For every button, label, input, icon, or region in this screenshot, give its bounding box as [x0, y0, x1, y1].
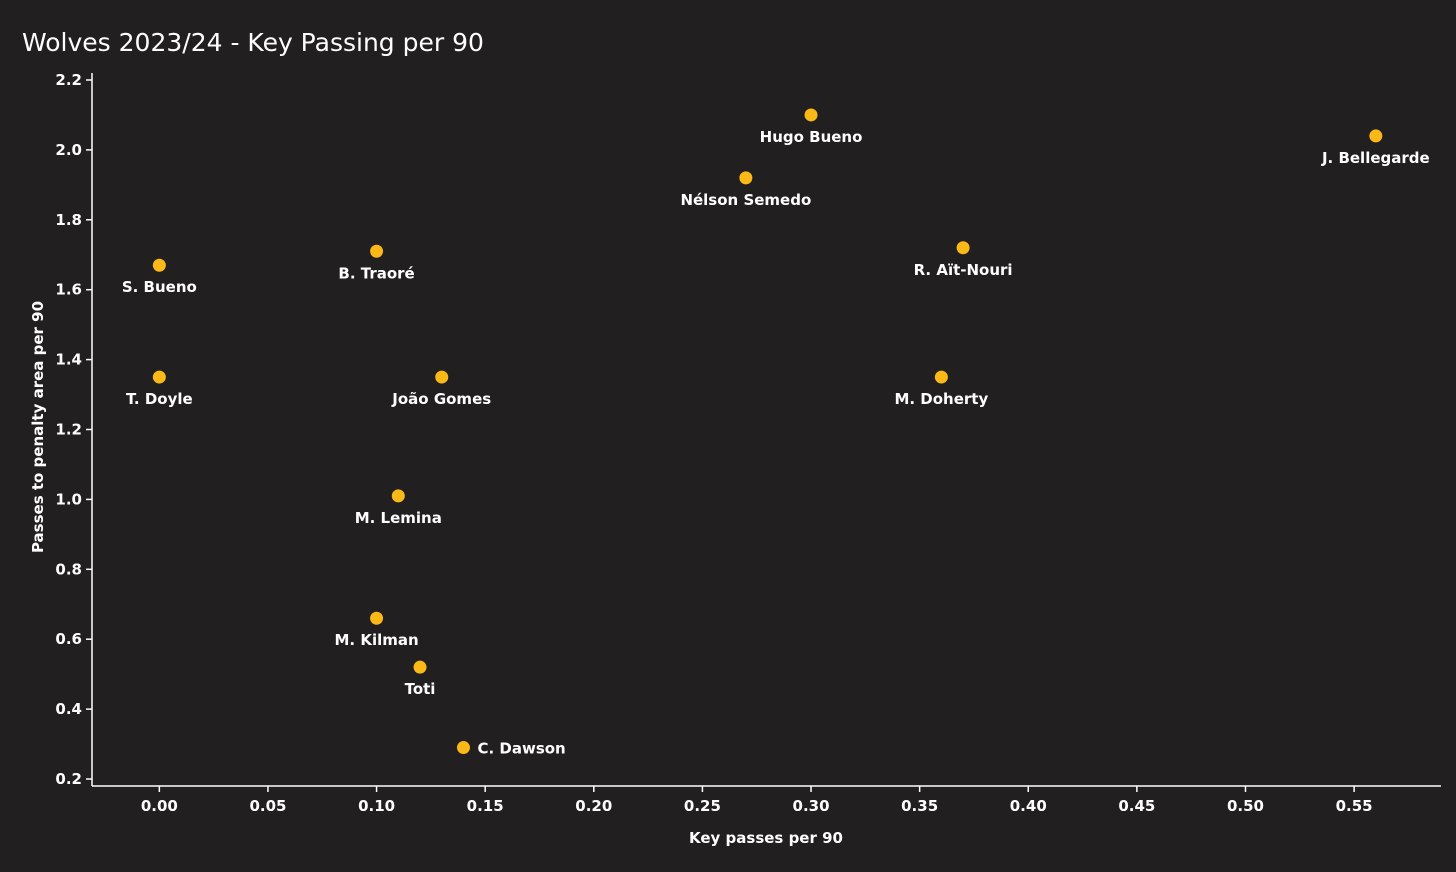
- x-tick-label: 0.30: [793, 797, 830, 815]
- scatter-point: [435, 370, 449, 384]
- scatter-point: [152, 370, 166, 384]
- scatter-point: [804, 108, 818, 122]
- y-tick-label: 1.0: [55, 490, 82, 508]
- point-label: Toti: [405, 680, 436, 698]
- point-label: M. Doherty: [894, 390, 988, 408]
- x-tick-label: 0.10: [358, 797, 395, 815]
- y-tick-label: 0.2: [55, 770, 82, 788]
- scatter-point: [391, 489, 405, 503]
- x-tick-label: 0.35: [901, 797, 938, 815]
- scatter-point: [413, 660, 427, 674]
- x-tick-label: 0.50: [1227, 797, 1264, 815]
- y-tick-label: 2.0: [55, 141, 82, 159]
- scatter-point: [152, 258, 166, 272]
- x-axis-title: Key passes per 90: [689, 829, 843, 847]
- scatter-point: [956, 241, 970, 255]
- point-label: C. Dawson: [477, 740, 565, 758]
- y-tick-label: 1.2: [55, 421, 82, 439]
- x-tick-label: 0.05: [249, 797, 286, 815]
- y-tick-label: 1.6: [55, 281, 82, 299]
- point-label: R. Aït-Nouri: [914, 261, 1013, 279]
- scatter-point: [739, 171, 753, 185]
- scatter-point: [934, 370, 948, 384]
- y-tick-label: 0.6: [55, 630, 82, 648]
- point-label: M. Kilman: [334, 631, 418, 649]
- x-tick-label: 0.40: [1010, 797, 1047, 815]
- y-tick-label: 0.4: [55, 700, 82, 718]
- x-tick-label: 0.15: [467, 797, 504, 815]
- point-label: Hugo Bueno: [760, 128, 863, 146]
- x-tick-label: 0.00: [141, 797, 178, 815]
- x-tick-label: 0.45: [1118, 797, 1155, 815]
- point-label: Nélson Semedo: [680, 191, 811, 209]
- y-tick-label: 1.4: [55, 351, 82, 369]
- point-label: B. Traoré: [338, 264, 414, 282]
- x-tick-label: 0.55: [1336, 797, 1373, 815]
- point-label: S. Bueno: [122, 278, 197, 296]
- y-ticks: 0.2 0.4 0.6 0.8 1.0 1.2 1.4 1.6 1.8 2.0 2.2: [55, 71, 92, 788]
- scatter-point: [456, 741, 470, 755]
- y-axis-title: Passes to penalty area per 90: [29, 301, 47, 553]
- y-tick-label: 0.8: [55, 560, 82, 578]
- point-label: J. Bellegarde: [1321, 149, 1430, 167]
- x-tick-label: 0.25: [684, 797, 721, 815]
- y-tick-label: 2.2: [55, 71, 82, 89]
- scatter-point: [1369, 129, 1383, 143]
- chart-title: Wolves 2023/24 - Key Passing per 90: [22, 28, 484, 57]
- y-tick-label: 1.8: [55, 211, 82, 229]
- point-label: T. Doyle: [126, 390, 193, 408]
- x-ticks: 0.00 0.05 0.10 0.15 0.20 0.25 0.30 0.35 0.40 0.45…: [141, 786, 1373, 815]
- data-points: Hugo Bueno J. Bellegarde Nélson Semedo R. A…: [122, 108, 1430, 758]
- point-label: João Gomes: [391, 390, 491, 408]
- x-tick-label: 0.20: [575, 797, 612, 815]
- scatter-point: [370, 611, 384, 625]
- point-label: M. Lemina: [355, 509, 442, 527]
- axes: [91, 73, 1441, 787]
- scatter-point: [370, 244, 384, 258]
